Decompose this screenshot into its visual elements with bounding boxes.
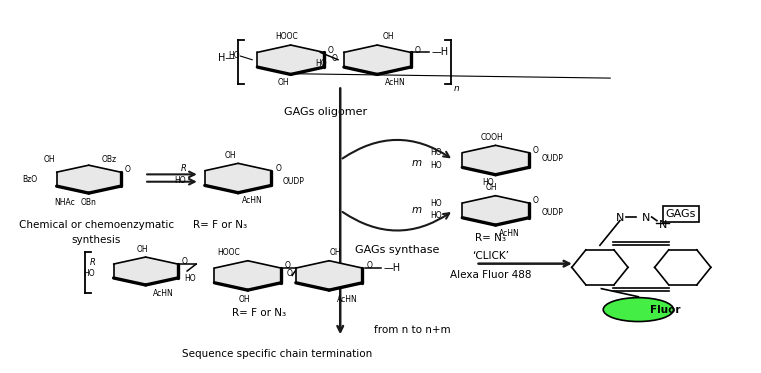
Text: R= F or N₃: R= F or N₃ <box>193 220 247 230</box>
Text: OH: OH <box>383 32 394 41</box>
Text: HO: HO <box>229 51 240 60</box>
Text: H—: H— <box>218 53 235 63</box>
Text: AcHN: AcHN <box>336 295 357 304</box>
Text: OH: OH <box>330 248 341 257</box>
Polygon shape <box>462 145 529 175</box>
Text: GAGs oligomer: GAGs oligomer <box>284 107 367 117</box>
Text: —H: —H <box>431 47 448 57</box>
Text: Sequence specific chain termination: Sequence specific chain termination <box>182 349 372 359</box>
Text: HO: HO <box>315 59 327 68</box>
Text: HO: HO <box>84 269 95 278</box>
Text: HO: HO <box>431 148 442 157</box>
Polygon shape <box>56 165 121 193</box>
Text: R: R <box>90 258 95 267</box>
Text: N: N <box>616 213 624 223</box>
Text: R= F or N₃: R= F or N₃ <box>232 308 286 318</box>
Text: R= N₃: R= N₃ <box>475 233 506 243</box>
Text: O: O <box>287 269 293 279</box>
Text: Fluor: Fluor <box>651 305 681 314</box>
Polygon shape <box>215 261 281 290</box>
Text: O: O <box>331 54 337 63</box>
Text: N: N <box>658 220 667 230</box>
Text: Alexa Fluor 488: Alexa Fluor 488 <box>450 270 531 280</box>
Text: HOOC: HOOC <box>275 32 298 41</box>
Polygon shape <box>344 45 410 75</box>
Text: from n to n+m: from n to n+m <box>374 325 451 335</box>
Text: HO: HO <box>175 176 186 185</box>
Text: O: O <box>366 261 372 270</box>
Text: GAGs: GAGs <box>665 209 696 219</box>
Text: OH: OH <box>278 78 289 87</box>
Text: N: N <box>642 213 650 223</box>
Text: O: O <box>181 257 187 266</box>
Text: HO: HO <box>431 161 442 170</box>
Text: NHAc: NHAc <box>55 198 75 207</box>
Text: AcHN: AcHN <box>384 78 406 87</box>
Text: OH: OH <box>238 295 250 304</box>
Text: Chemical or chemoenzymatic: Chemical or chemoenzymatic <box>18 220 174 230</box>
Text: AcHN: AcHN <box>153 289 174 298</box>
Text: OH: OH <box>136 245 148 254</box>
Text: OH: OH <box>225 151 237 160</box>
Text: —H: —H <box>384 263 400 273</box>
Text: O: O <box>285 261 291 270</box>
Text: O: O <box>533 146 539 155</box>
Polygon shape <box>257 45 324 75</box>
Text: HO: HO <box>431 211 442 220</box>
Text: m: m <box>412 158 422 167</box>
Polygon shape <box>205 163 272 193</box>
Text: m: m <box>412 206 422 215</box>
Text: OH: OH <box>44 155 56 164</box>
Polygon shape <box>462 196 529 225</box>
Text: R: R <box>180 164 186 173</box>
Text: O: O <box>328 46 333 55</box>
Text: HO: HO <box>431 198 442 207</box>
Text: BzO: BzO <box>22 175 37 184</box>
Text: HO: HO <box>482 178 494 187</box>
Polygon shape <box>296 261 362 290</box>
Ellipse shape <box>603 298 673 322</box>
Text: HOOC: HOOC <box>218 248 240 257</box>
Text: COOH: COOH <box>480 133 503 142</box>
Text: O: O <box>275 164 281 173</box>
Polygon shape <box>113 257 178 285</box>
Text: synthesis: synthesis <box>72 235 121 245</box>
Text: OH: OH <box>486 183 498 192</box>
Text: GAGs synthase: GAGs synthase <box>355 245 439 255</box>
Text: OUDP: OUDP <box>542 154 563 163</box>
Text: OBz: OBz <box>102 155 117 164</box>
Text: OUDP: OUDP <box>282 177 304 186</box>
Text: AcHN: AcHN <box>242 197 263 206</box>
Text: O: O <box>125 166 130 175</box>
Text: n: n <box>454 84 460 93</box>
Text: OUDP: OUDP <box>542 208 563 217</box>
Text: HO: HO <box>184 274 196 283</box>
Text: O: O <box>414 46 420 55</box>
Text: AcHN: AcHN <box>499 229 520 238</box>
Text: OBn: OBn <box>80 198 96 207</box>
Text: ‘CLICK’: ‘CLICK’ <box>472 251 509 261</box>
Text: O: O <box>533 196 539 205</box>
